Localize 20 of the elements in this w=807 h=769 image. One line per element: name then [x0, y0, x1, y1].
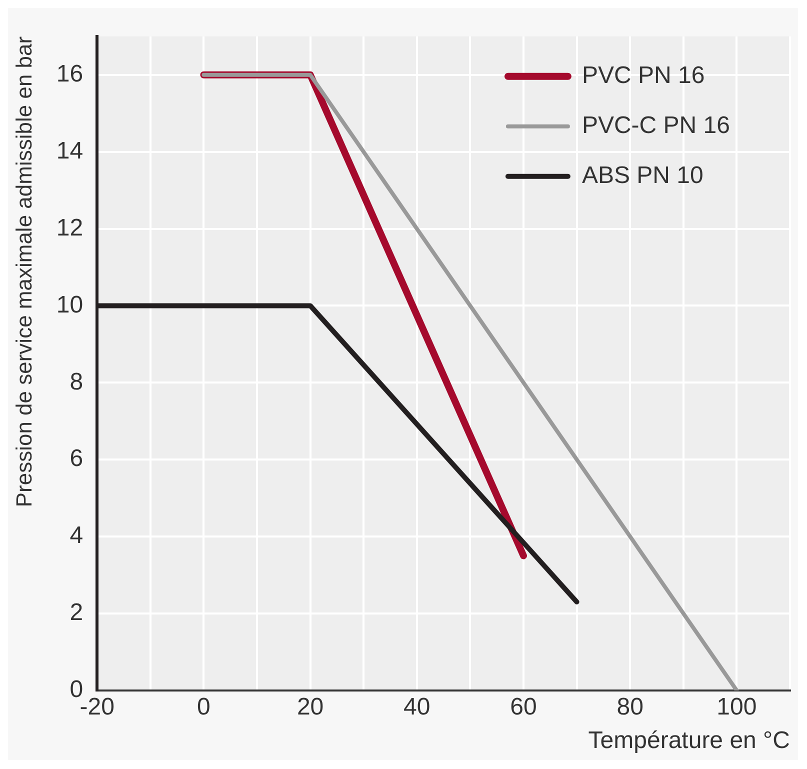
- x-tick-label: 40: [404, 693, 430, 720]
- x-tick-label: 0: [197, 693, 210, 720]
- y-tick-label: 2: [70, 599, 84, 626]
- y-tick-label: 16: [56, 60, 84, 88]
- y-tick-label: 14: [56, 137, 84, 164]
- y-tick-label: 8: [70, 368, 84, 396]
- x-axis-title: Température en °C: [588, 727, 790, 754]
- y-tick-label: 4: [70, 522, 84, 550]
- x-tick-label: 100: [716, 693, 757, 720]
- y-tick-label: 6: [70, 445, 84, 472]
- x-tick-label: 80: [616, 693, 644, 720]
- x-tick-label: 60: [510, 693, 537, 720]
- y-tick-label: 10: [56, 291, 84, 318]
- y-axis-title: Pression de service maximale admissible en bar: [11, 36, 36, 508]
- x-tick-label: 20: [296, 693, 324, 720]
- y-tick-label: 12: [56, 214, 84, 242]
- legend-label: PVC PN 16: [582, 62, 705, 90]
- legend-label: PVC-C PN 16: [582, 112, 730, 140]
- y-tick-label: 0: [70, 676, 84, 704]
- legend-label: ABS PN 10: [582, 162, 704, 190]
